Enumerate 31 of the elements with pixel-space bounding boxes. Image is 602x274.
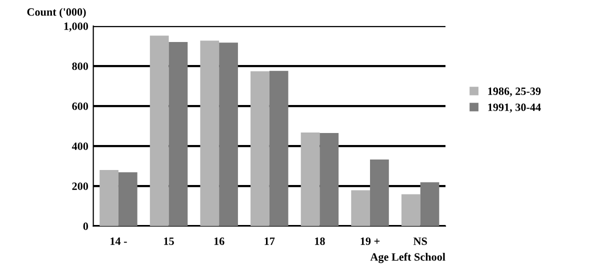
bar [150,36,169,226]
x-tick-label: NS [413,238,427,245]
y-tick-label: 800 [72,62,88,70]
x-tick-label: 14 - [110,238,127,245]
y-tick-label: 400 [72,142,88,150]
bar [200,40,220,226]
x-tick-label: 15 [164,238,174,245]
y-tick-label: 600 [72,102,88,110]
bar [219,42,238,226]
bar [351,190,370,226]
x-tick-label: 19 + [360,238,380,245]
legend-label: 1986, 25-39 [488,88,541,97]
bar [118,172,138,226]
y-tick-label: 0 [83,222,88,230]
bar [320,133,339,226]
x-axis-title: Age Left School [370,252,446,264]
bar [269,70,288,226]
bar [370,159,389,226]
bar [401,194,420,226]
y-tick-label: 200 [72,182,88,190]
y-axis-title: Count ('000) [27,8,86,18]
bar [168,42,188,226]
y-tick-label: 1,000 [64,22,88,32]
x-tick-label: 16 [214,238,224,245]
bar [300,132,320,226]
bar [420,182,440,226]
x-tick-label: 18 [315,237,325,245]
bar [100,170,118,226]
x-tick-label: 17 [264,238,275,245]
bar [250,71,270,226]
legend-label: 1991, 30-44 [488,104,541,113]
